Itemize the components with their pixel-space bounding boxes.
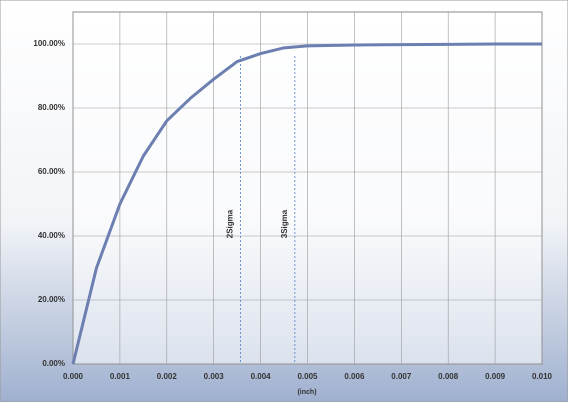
- y-tick-label: 60.00%: [38, 167, 65, 176]
- x-tick-label: 0.008: [438, 372, 459, 381]
- y-tick-label: 100.00%: [33, 39, 65, 48]
- y-tick-label: 80.00%: [38, 103, 65, 112]
- x-tick-label: 0.005: [297, 372, 318, 381]
- line-series: [71, 42, 542, 365]
- x-tick-label: 0.004: [251, 372, 272, 381]
- y-tick-label: 0.00%: [42, 359, 65, 368]
- x-tick-label: 0.003: [204, 372, 225, 381]
- x-tick-label: 0.002: [157, 372, 178, 381]
- x-tick-label: 0.006: [344, 372, 365, 381]
- x-tick-label: 0.009: [485, 372, 506, 381]
- x-tick-label: 0.001: [110, 372, 131, 381]
- y-tick-label: 20.00%: [38, 295, 65, 304]
- y-tick-label: 40.00%: [38, 231, 65, 240]
- annotation-label: 2Sigma: [226, 209, 235, 238]
- x-tick-label: 0.000: [63, 372, 84, 381]
- x-tick-label: 0.007: [391, 372, 412, 381]
- annotation-label: 3Sigma: [280, 209, 289, 238]
- x-axis-label: (inch): [297, 389, 316, 396]
- x-tick-label: 0.010: [532, 372, 553, 381]
